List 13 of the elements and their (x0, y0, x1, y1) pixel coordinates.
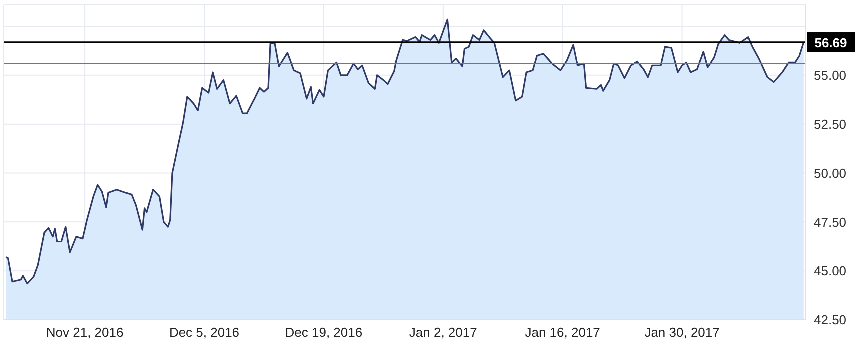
x-tick-label: Jan 16, 2017 (525, 325, 600, 340)
y-tick-label: 50.00 (814, 166, 847, 181)
y-tick-label: 47.50 (814, 214, 847, 230)
y-tick-label: 55.00 (814, 68, 847, 84)
y-tick-label: 42.50 (814, 312, 847, 328)
y-tick-label: 52.50 (814, 116, 847, 132)
y-tick-label: 45.00 (814, 264, 847, 279)
x-tick-label: Jan 2, 2017 (409, 325, 478, 340)
x-tick-label: Dec 5, 2016 (169, 325, 240, 340)
x-tick-label: Nov 21, 2016 (46, 325, 124, 340)
x-tick-label: Dec 19, 2016 (285, 325, 363, 340)
x-tick-label: Jan 30, 2017 (644, 325, 720, 340)
ref-line-label: 56.69 (814, 35, 848, 50)
